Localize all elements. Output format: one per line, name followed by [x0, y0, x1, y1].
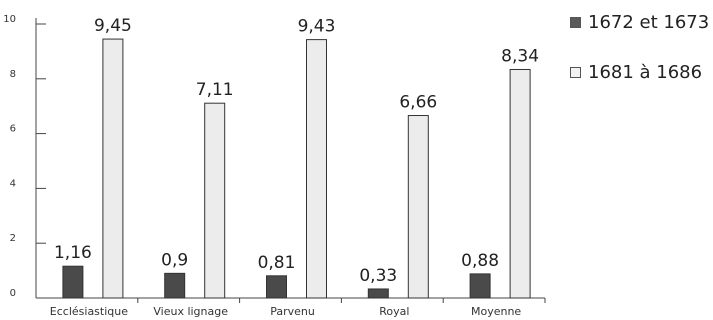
x-tick-label: Royal [379, 305, 409, 318]
bar-series-1 [469, 273, 491, 299]
y-tick-label: 2 [10, 233, 16, 244]
data-label: 7,11 [196, 80, 234, 100]
bar-series-2 [509, 68, 531, 299]
bar-series-1 [164, 272, 186, 299]
data-label: 8,34 [501, 46, 539, 66]
x-tick-label: Ecclésiastique [50, 305, 128, 318]
bar-series-1 [266, 275, 287, 299]
data-label: 6,66 [399, 93, 437, 113]
bar-series-2 [102, 38, 124, 299]
bar-series-1 [62, 265, 84, 299]
data-label: 0,88 [461, 251, 499, 271]
data-label: 1,16 [54, 243, 92, 263]
legend-label-series-1: 1672 et 1673 [588, 12, 710, 33]
bar-series-2 [204, 102, 226, 299]
data-label: 0,9 [161, 250, 188, 270]
x-tick-label: Moyenne [471, 305, 521, 318]
bars [62, 38, 531, 299]
data-label: 0,81 [258, 253, 296, 273]
data-label: 9,45 [94, 16, 132, 36]
y-tick-label: 4 [10, 178, 16, 189]
bar-series-1 [367, 288, 389, 299]
data-label: 0,33 [359, 266, 397, 286]
data-labels: 1,16 9,45 0,9 7,11 0,81 9,43 0,33 6,66 0,88 8,34 [54, 16, 539, 286]
x-tick-label: Vieux lignage [153, 305, 228, 318]
data-label: 9,43 [298, 17, 336, 37]
bar-chart: 0 2 4 6 8 10 Ecclésiastique Vieux lignage Parven… [3, 14, 546, 318]
legend-label-series-2: 1681 à 1686 [588, 62, 703, 83]
y-tick-label: 0 [10, 288, 16, 299]
bar-series-2 [407, 115, 429, 299]
y-tick-label: 8 [10, 69, 16, 80]
bar-series-2 [306, 39, 327, 299]
y-tick-label: 10 [3, 14, 16, 25]
y-tick-label: 6 [10, 124, 16, 135]
x-tick-label: Parvenu [270, 305, 315, 318]
legend-swatch-light [570, 67, 581, 78]
legend-swatch-dark [570, 17, 581, 28]
axes: 0 2 4 6 8 10 Ecclésiastique Vieux lignage Parven… [3, 14, 546, 318]
